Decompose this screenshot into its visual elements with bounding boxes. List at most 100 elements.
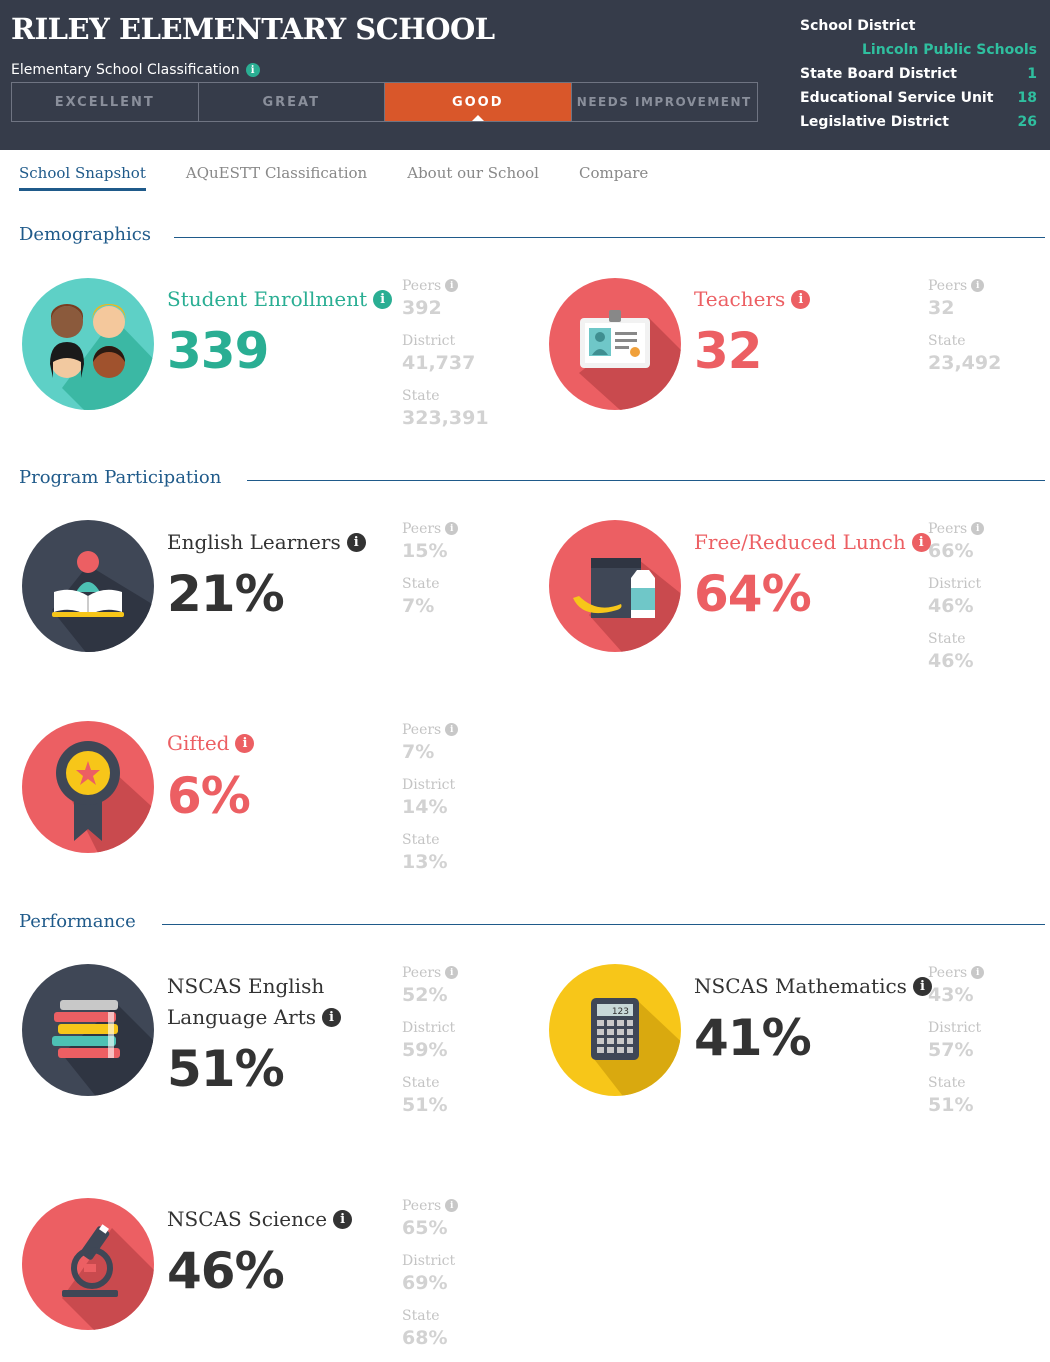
district-info: School District Lincoln Public Schools S… bbox=[800, 14, 1037, 134]
state-value: 323,391 bbox=[402, 407, 489, 429]
info-icon[interactable]: i bbox=[373, 290, 393, 309]
peers-label: Peers i bbox=[402, 720, 459, 739]
info-icon[interactable]: i bbox=[445, 522, 459, 535]
award-ribbon-icon bbox=[22, 721, 154, 853]
info-icon[interactable]: i bbox=[333, 1210, 353, 1229]
nscas-ela-title-line2: Language Arts bbox=[167, 1005, 316, 1029]
english-learners-title: English Learners i bbox=[167, 527, 366, 558]
student-enrollment-value: 339 bbox=[167, 322, 269, 380]
section-program-participation-title: Program Participation bbox=[19, 467, 222, 488]
english-learners-value: 21% bbox=[167, 565, 285, 623]
state-label: State bbox=[928, 1074, 966, 1091]
info-icon[interactable]: i bbox=[912, 977, 932, 996]
english-learners-comparisons: Peers i 15% State 7% bbox=[402, 519, 459, 629]
student-enrollment-title: Student Enrollment i bbox=[167, 284, 393, 315]
tab-aquestt-classification[interactable]: AQuESTT Classification bbox=[185, 164, 368, 182]
lunch-bag-icon bbox=[549, 520, 681, 652]
school-district-value[interactable]: Lincoln Public Schools bbox=[862, 42, 1037, 58]
peers-value: 65% bbox=[402, 1217, 448, 1239]
info-icon[interactable]: i bbox=[245, 63, 260, 77]
free-reduced-lunch-comparisons: Peers i 66% District 46% State 46% bbox=[928, 519, 985, 684]
peers-label: Peers i bbox=[402, 519, 459, 538]
tab-bar: School Snapshot AQuESTT Classification A… bbox=[19, 164, 688, 191]
rating-excellent: EXCELLENT bbox=[12, 83, 199, 121]
nscas-science-title-text: NSCAS Science bbox=[167, 1207, 328, 1231]
rating-good-active: GOOD bbox=[385, 83, 572, 121]
free-reduced-lunch-title: Free/Reduced Lunch i bbox=[694, 527, 931, 558]
state-value: 51% bbox=[928, 1094, 974, 1116]
free-reduced-lunch-title-text: Free/Reduced Lunch bbox=[694, 530, 906, 554]
gifted-title: Gifted i bbox=[167, 728, 255, 759]
tab-compare[interactable]: Compare bbox=[578, 164, 649, 182]
tab-about-our-school[interactable]: About our School bbox=[407, 164, 539, 182]
teachers-title-text: Teachers bbox=[694, 287, 786, 311]
english-learners-title-text: English Learners bbox=[167, 530, 341, 554]
state-board-row: State Board District 1 bbox=[800, 62, 1037, 86]
school-district-label: School District bbox=[800, 18, 916, 34]
district-value: 69% bbox=[402, 1272, 448, 1294]
state-board-value: 1 bbox=[1027, 66, 1037, 82]
info-icon[interactable]: i bbox=[971, 522, 985, 535]
peers-label: Peers i bbox=[402, 963, 459, 982]
peers-label-text: Peers bbox=[928, 964, 968, 981]
section-divider bbox=[174, 237, 1045, 238]
state-label: State bbox=[402, 1074, 440, 1091]
student-enrollment-comparisons: Peers i 392 District 41,737 State 323,391 bbox=[402, 276, 489, 441]
info-icon[interactable]: i bbox=[445, 966, 459, 979]
legislative-value: 26 bbox=[1017, 114, 1037, 130]
state-value: 23,492 bbox=[928, 352, 1002, 374]
info-icon[interactable]: i bbox=[791, 290, 811, 309]
esu-row: Educational Service Unit 18 bbox=[800, 86, 1037, 110]
info-icon[interactable]: i bbox=[346, 533, 366, 552]
peers-label: Peers i bbox=[402, 276, 489, 295]
gifted-title-text: Gifted bbox=[167, 731, 230, 755]
peers-label-text: Peers bbox=[402, 964, 442, 981]
state-value: 7% bbox=[402, 595, 435, 617]
calculator-icon: 123 bbox=[549, 964, 681, 1096]
peers-value: 392 bbox=[402, 297, 442, 319]
info-icon[interactable]: i bbox=[445, 1199, 459, 1212]
district-label: District bbox=[928, 575, 982, 592]
reader-icon bbox=[22, 520, 154, 652]
peers-label-text: Peers bbox=[928, 277, 968, 294]
nscas-mathematics-comparisons: Peers i 43% District 57% State 51% bbox=[928, 963, 985, 1128]
peers-label: Peers i bbox=[928, 963, 985, 982]
info-icon[interactable]: i bbox=[445, 723, 459, 736]
esu-value: 18 bbox=[1017, 90, 1037, 106]
nscas-ela-value: 51% bbox=[167, 1040, 285, 1098]
peers-value: 15% bbox=[402, 540, 448, 562]
tab-school-snapshot[interactable]: School Snapshot bbox=[19, 164, 146, 191]
district-label: District bbox=[928, 1019, 982, 1036]
teachers-comparisons: Peers i 32 State 23,492 bbox=[928, 276, 1001, 386]
info-icon[interactable]: i bbox=[971, 966, 985, 979]
info-icon[interactable]: i bbox=[235, 734, 255, 753]
state-label: State bbox=[928, 332, 966, 349]
info-icon[interactable]: i bbox=[911, 533, 931, 552]
legislative-row: Legislative District 26 bbox=[800, 110, 1037, 134]
section-demographics-title: Demographics bbox=[19, 224, 152, 245]
state-value: 68% bbox=[402, 1327, 448, 1349]
state-label: State bbox=[928, 630, 966, 647]
gifted-value: 6% bbox=[167, 767, 251, 825]
classification-label: Elementary School Classification i bbox=[11, 62, 260, 78]
peers-label: Peers i bbox=[928, 519, 985, 538]
peers-value: 66% bbox=[928, 540, 974, 562]
info-icon[interactable]: i bbox=[971, 279, 985, 292]
rating-great: GREAT bbox=[199, 83, 385, 121]
nscas-mathematics-value: 41% bbox=[694, 1009, 812, 1067]
district-value: 59% bbox=[402, 1039, 448, 1061]
nscas-ela-title-line2-wrap: Language Arts i bbox=[167, 1002, 341, 1033]
section-divider bbox=[247, 480, 1045, 481]
svg-text:123: 123 bbox=[612, 1007, 629, 1017]
books-stack-icon bbox=[22, 964, 154, 1096]
nscas-ela-title-line1: NSCAS English bbox=[167, 974, 325, 998]
info-icon[interactable]: i bbox=[322, 1008, 341, 1027]
classification-rating-bar: EXCELLENT GREAT GOOD NEEDS IMPROVEMENT bbox=[11, 82, 758, 122]
section-performance-title: Performance bbox=[19, 911, 136, 932]
nscas-science-comparisons: Peers i 65% District 69% State 68% bbox=[402, 1196, 459, 1361]
state-board-label: State Board District bbox=[800, 66, 957, 82]
nscas-mathematics-title: NSCAS Mathematics i bbox=[694, 971, 932, 1002]
teachers-value: 32 bbox=[694, 322, 763, 380]
district-value: 57% bbox=[928, 1039, 974, 1061]
info-icon[interactable]: i bbox=[445, 279, 459, 292]
